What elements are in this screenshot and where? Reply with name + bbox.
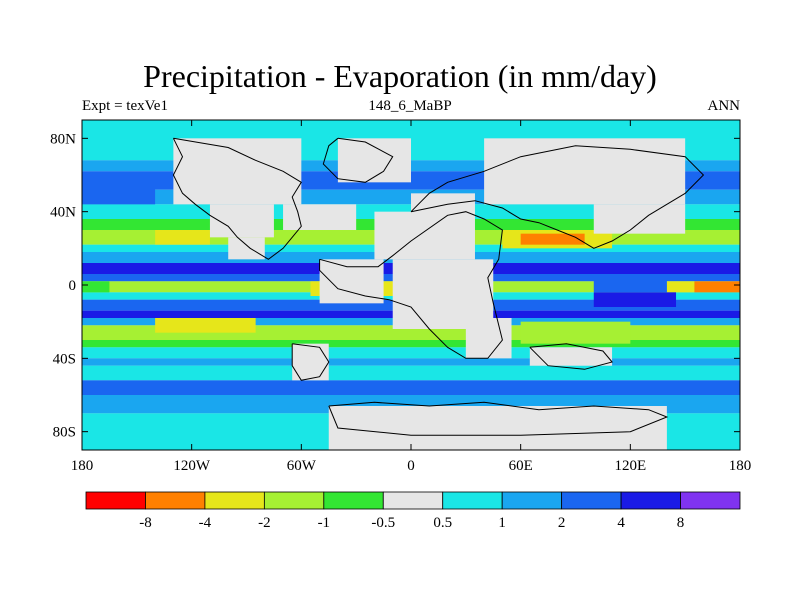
land-area [484,138,686,205]
coastline [172,137,302,260]
colorbar-swatch [323,491,384,510]
land-area [593,204,686,234]
land-area [337,138,411,183]
land-area [228,237,265,260]
axes: 180 120W 60W 0 60E 120E 180 80N 40N 0 40S 80S [50,120,751,474]
zonal-band [82,358,740,366]
land-area [292,343,329,381]
y-tick-label: 40S [53,351,76,367]
coastline [319,211,503,359]
land-area [319,259,384,304]
colorbar-label: 1 [498,515,506,531]
land-area [392,259,494,329]
field-patch [82,281,110,293]
colorbar-swatch [204,491,265,510]
field-patch [283,204,357,230]
colorbar-swatch [263,491,325,510]
colorbar-swatch [85,491,146,510]
field-patch [694,281,740,293]
land-area [529,347,613,366]
land-area [209,204,274,238]
field-patch [520,233,585,245]
land-area [328,406,667,450]
x-tick-label: 60W [287,458,317,474]
x-tick-label: 120E [614,458,646,474]
colorbar-label: -8 [139,515,152,531]
colorbar-label: 2 [558,515,566,531]
zonal-band [82,347,740,359]
land-area [173,138,302,205]
x-tick-label: 120W [173,458,211,474]
zonal-band [82,340,740,348]
colorbar-label: -0.5 [371,515,395,531]
experiment-label: Expt = texVe1 [82,98,168,114]
map-field [82,120,740,450]
chart-title: Precipitation - Evaporation (in mm/day) [143,58,657,94]
land-area [411,193,475,216]
season-label: ANN [707,98,741,114]
y-tick-label: 0 [69,278,77,294]
x-tick-label: 0 [407,458,415,474]
field-patch [593,292,677,307]
period-label: 148_6_MaBP [368,98,452,114]
colorbar-swatch [501,491,563,510]
coastline [291,343,330,381]
colorbar-swatch [145,491,206,510]
colorbar-label: -4 [199,515,212,531]
land-area [465,318,512,359]
colorbar-swatch [382,491,444,510]
zonal-band [82,380,740,395]
coastline [529,343,613,370]
coastlines [172,137,705,436]
colorbar-swatch [561,491,622,510]
colorbar-label: 0.5 [433,515,452,531]
field-patch [520,321,631,344]
field-patch [593,274,667,293]
colorbar-label: -1 [318,515,331,531]
colorbar-label: -2 [258,515,271,531]
x-tick-label: 180 [71,458,94,474]
y-tick-label: 80N [50,131,76,147]
x-tick-label: 60E [509,458,533,474]
colorbar-swatch [442,491,503,510]
coastline [410,145,705,249]
colorbar-label: 4 [617,515,625,531]
y-tick-label: 80S [53,425,76,441]
field-patch [666,281,695,293]
land-area [374,211,475,260]
field-patch [155,318,256,333]
colorbar: -8 -4 -2 -1 -0.5 0.5 1 2 4 8 [85,491,741,531]
coastline [328,401,669,436]
zonal-band [82,365,740,381]
colorbar-swatch [680,491,741,510]
coastline [322,137,394,183]
field-patch [82,182,156,205]
colorbar-label: 8 [677,515,685,531]
y-tick-label: 40N [50,205,76,221]
colorbar-swatch [620,491,681,510]
x-tick-label: 180 [729,458,752,474]
field-patch [155,230,210,245]
